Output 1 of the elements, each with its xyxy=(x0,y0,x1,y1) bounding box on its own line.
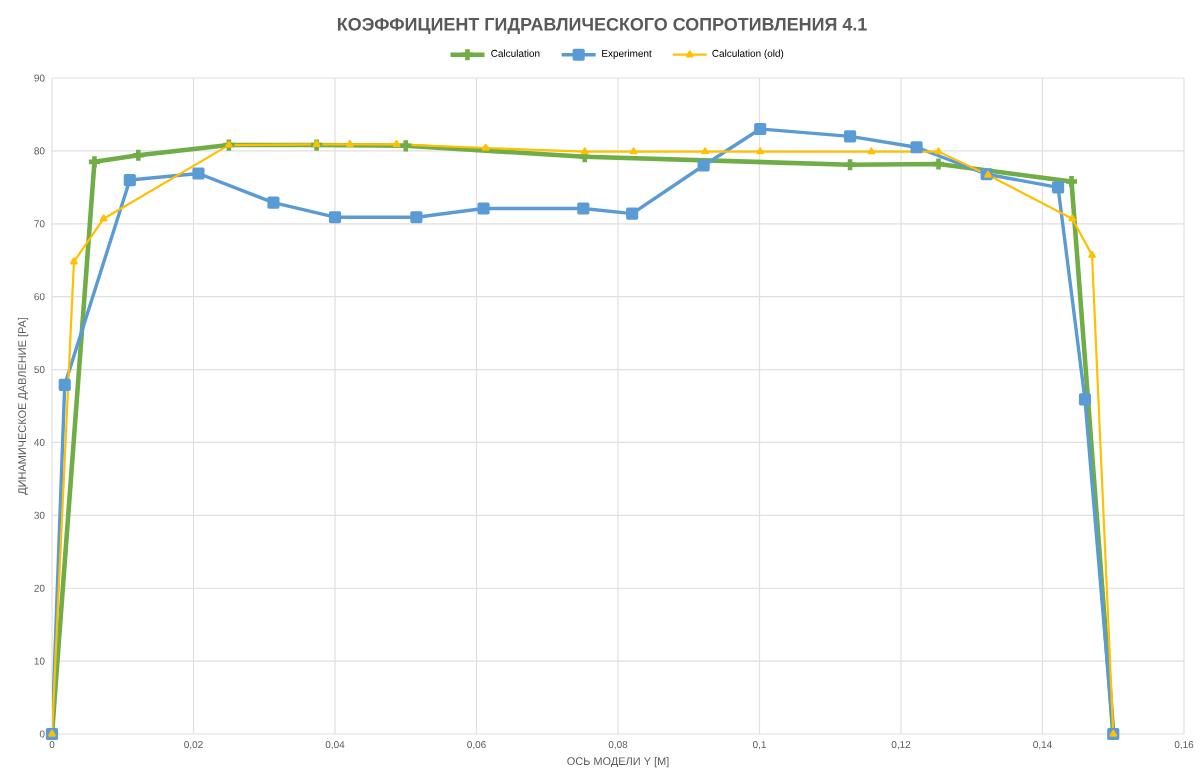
chart-title: КОЭФФИЦИЕНТ ГИДРАВЛИЧЕСКОГО СОПРОТИВЛЕНИЯ 4.1 xyxy=(337,17,867,35)
